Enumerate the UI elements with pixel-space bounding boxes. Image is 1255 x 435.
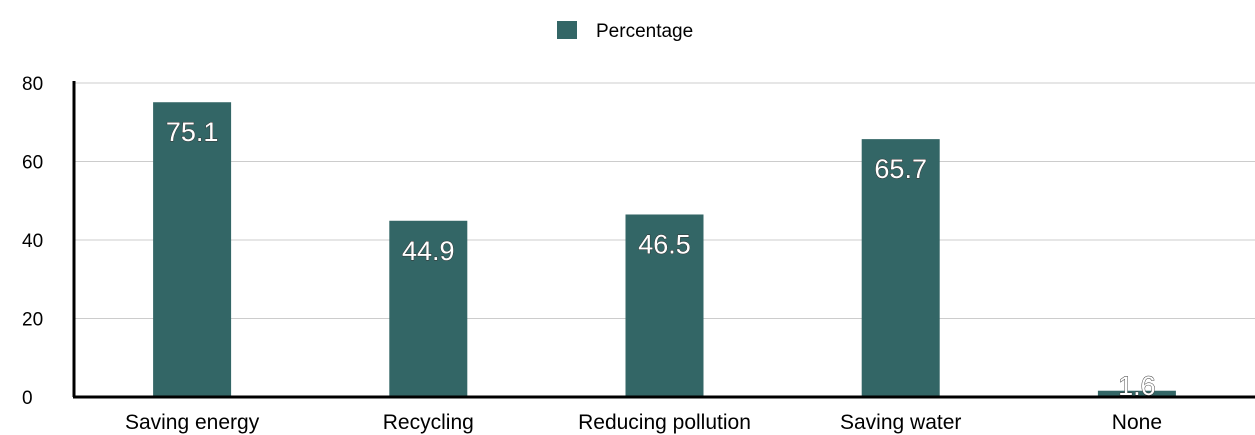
y-tick-label: 20: [22, 310, 43, 331]
bar: [861, 139, 940, 397]
bar: [1097, 390, 1176, 397]
x-category-label: Recycling: [383, 411, 474, 434]
legend-label: Percentage: [596, 21, 693, 42]
legend: Percentage: [557, 21, 693, 42]
bar-value-label: 65.7: [874, 154, 927, 184]
x-category-label: None: [1112, 411, 1162, 434]
bar: [625, 214, 704, 397]
bar-value-label: 44.9: [402, 236, 455, 266]
x-category-label: Saving energy: [125, 411, 260, 434]
bars: [153, 102, 1176, 398]
legend-swatch: [557, 21, 577, 39]
y-tick-label: 0: [22, 388, 33, 409]
bar: [153, 102, 232, 398]
y-tick-label: 60: [22, 153, 43, 174]
value-labels: 75.144.9 46.565.71.6: [165, 117, 1156, 402]
bar-value-label: 75.1: [166, 117, 219, 147]
x-category-label: Reducing pollution: [578, 411, 751, 434]
bar: [389, 220, 468, 397]
bar-value-label: 46.5: [638, 229, 691, 259]
x-axis-labels: Saving energy Recycling Reducing pollution…: [125, 411, 1162, 434]
x-category-label: Saving water: [840, 411, 961, 434]
y-tick-label: 80: [22, 74, 43, 95]
y-tick-label: 40: [22, 231, 43, 252]
y-axis-ticks: 0 20 40 60 80: [22, 74, 43, 409]
